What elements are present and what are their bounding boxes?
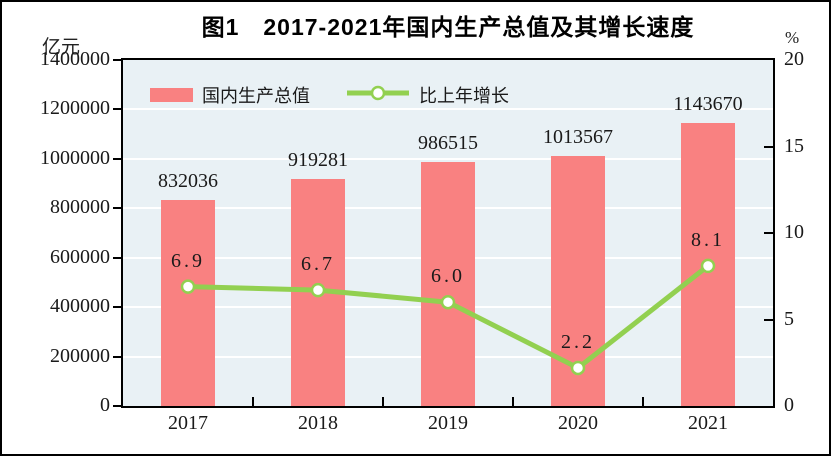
gridline: [123, 157, 773, 160]
x-axis-tick: [512, 397, 514, 406]
legend-bar-label: 国内生产总值: [202, 86, 310, 106]
bar-2019: [421, 162, 475, 406]
line-marker-2020: [570, 360, 586, 376]
right-axis-tick-label: 10: [784, 221, 804, 243]
x-axis-tick: [252, 397, 254, 406]
legend: 国内生产总值 比上年增长: [150, 82, 509, 108]
line-marker-2021: [700, 258, 716, 274]
left-axis-tick-label: 1200000: [40, 97, 110, 120]
growth-value-label: 8.1: [691, 228, 725, 251]
legend-bar-swatch-icon: [150, 88, 193, 102]
x-axis-label-2017: 2017: [168, 412, 208, 434]
left-axis-unit: 亿元: [42, 37, 81, 58]
legend-line-glyph: [347, 85, 409, 100]
left-axis-tick: [113, 207, 123, 210]
bar-value-label: 1143670: [673, 93, 743, 116]
x-axis-tick: [382, 397, 384, 406]
right-axis-unit: %: [785, 28, 800, 47]
line-marker-2017: [180, 279, 196, 294]
left-axis-tick: [113, 256, 123, 259]
bar-value-label: 832036: [158, 170, 218, 193]
right-axis-tick-label: 5: [784, 307, 794, 330]
x-axis-label-2020: 2020: [558, 412, 598, 434]
left-axis-tick: [113, 306, 123, 309]
plot-area: 国内生产总值 比上年增长 832036 919281 986515 1013567 11…: [121, 58, 775, 408]
growth-value-label: 6.7: [301, 253, 335, 276]
growth-value-label: 2.2: [561, 330, 595, 353]
right-axis-tick: [764, 232, 773, 234]
left-axis-tick-label: 400000: [50, 295, 110, 318]
chart-title: 图1 2017-2021年国内生产总值及其增长速度: [201, 14, 695, 40]
left-axis-tick-label: 1400000: [40, 48, 110, 70]
right-axis-tick-label: 0: [784, 394, 794, 416]
growth-value-label: 6.0: [431, 265, 465, 288]
bar-value-label: 986515: [418, 132, 478, 155]
growth-line-chart: [180, 258, 716, 376]
legend-line-swatch-icon: [346, 85, 410, 106]
left-axis-tick: [113, 157, 123, 160]
left-axis-tick: [113, 405, 123, 407]
line-marker-2018: [310, 282, 326, 298]
left-axis-tick-label: 600000: [50, 245, 110, 268]
right-axis-tick: [764, 318, 773, 321]
left-axis-tick-label: 200000: [50, 344, 110, 367]
right-axis-tick-label: 15: [784, 134, 804, 157]
left-axis-tick: [113, 355, 123, 358]
bar-value-label: 1013567: [543, 125, 613, 148]
line-marker-2019: [440, 294, 456, 310]
legend-line-label: 比上年增长: [419, 86, 509, 106]
left-axis-tick-label: 1000000: [40, 146, 110, 169]
left-axis-tick-label: 800000: [50, 196, 110, 219]
gridline: [123, 108, 773, 111]
bar-value-label: 919281: [288, 148, 348, 171]
left-axis-tick-label: 0: [100, 394, 110, 416]
x-axis-label-2019: 2019: [428, 412, 468, 434]
growth-value-label: 6.9: [171, 249, 205, 272]
x-axis-tick: [642, 397, 644, 406]
x-axis-label-2021: 2021: [688, 412, 728, 434]
left-axis-tick: [113, 59, 123, 61]
left-axis-tick: [113, 108, 123, 111]
right-axis-tick: [764, 145, 773, 148]
bar-2017: [161, 200, 215, 406]
x-axis-label-2018: 2018: [298, 412, 338, 434]
right-axis-tick-label: 20: [784, 48, 804, 70]
